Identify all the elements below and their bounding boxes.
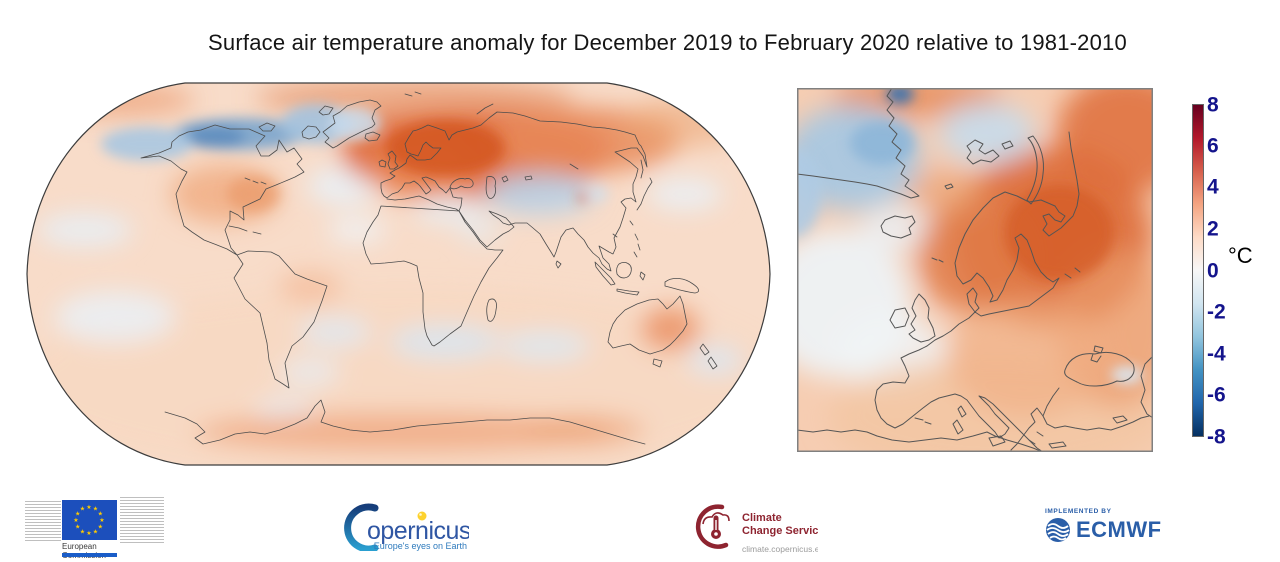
- c3s-cloud-icon: [702, 512, 730, 525]
- ec-wordmark-line1: European: [62, 542, 97, 551]
- ec-hatch-lines-right-icon: [120, 497, 164, 543]
- world-map-border: [26, 82, 771, 466]
- europe-anomaly-field: [797, 88, 1153, 452]
- eu-star-icon: ★: [98, 524, 103, 531]
- colorbar-gradient: [1192, 104, 1204, 437]
- colorbar-tick: -4: [1207, 342, 1226, 366]
- c3s-thermometer-icon: [711, 515, 721, 539]
- c3s-url: climate.copernicus.eu: [742, 544, 818, 554]
- ec-blue-bar: [62, 553, 117, 557]
- colorbar-tick: 8: [1207, 93, 1219, 117]
- colorbar-tick: 0: [1207, 259, 1219, 283]
- colorbar-tick: -8: [1207, 425, 1226, 449]
- ecmwf-logo: IMPLEMENTED BY ECMWF: [1045, 508, 1190, 548]
- world-coastlines: [140, 91, 718, 445]
- eu-star-icon: ★: [86, 504, 91, 511]
- ec-hatch-lines-left-icon: [25, 501, 61, 543]
- copernicus-logo: opernicus Europe's eyes on Earth: [337, 503, 471, 553]
- page-title: Surface air temperature anomaly for Dece…: [208, 30, 1127, 55]
- european-commission-logo: ★ ★ ★ ★ ★ ★ ★ ★ ★ ★ ★ ★ Eu: [25, 497, 170, 560]
- ecmwf-implemented-by-label: IMPLEMENTED BY: [1045, 508, 1112, 515]
- world-anomaly-field: [27, 83, 770, 465]
- eu-star-icon: ★: [98, 511, 103, 518]
- eu-star-icon: ★: [80, 506, 85, 513]
- copernicus-swoosh-icon: [344, 503, 379, 553]
- eu-star-icon: ★: [93, 506, 98, 513]
- eu-star-icon: ★: [99, 517, 104, 524]
- colorbar-unit-label: °C: [1228, 243, 1253, 268]
- eu-star-icon: ★: [75, 524, 80, 531]
- eu-star-icon: ★: [80, 528, 85, 535]
- colorbar-tick: -6: [1207, 383, 1226, 407]
- copernicus-tagline: Europe's eyes on Earth: [374, 541, 467, 551]
- climate-change-service-logo: Climate Change Service climate.copernicu…: [690, 500, 825, 558]
- eu-star-icon: ★: [93, 528, 98, 535]
- europe-map-border: [797, 88, 1153, 452]
- colorbar-tick: 2: [1207, 217, 1219, 241]
- ecmwf-globe-icon: [1046, 518, 1070, 542]
- europe-coastlines: [797, 88, 1153, 452]
- ecmwf-wordmark: ECMWF: [1076, 517, 1162, 542]
- ec-wordmark: European Commission: [62, 542, 106, 560]
- c3s-name-line2: Change Service: [742, 525, 818, 537]
- europe-anomaly-map: [797, 88, 1153, 452]
- eu-star-icon: ★: [73, 517, 78, 524]
- eu-flag-icon: ★ ★ ★ ★ ★ ★ ★ ★ ★ ★ ★ ★: [62, 500, 117, 540]
- footer-logos: ★ ★ ★ ★ ★ ★ ★ ★ ★ ★ ★ ★ Eu: [0, 495, 1280, 562]
- eu-star-icon: ★: [75, 511, 80, 518]
- eu-star-icon: ★: [86, 530, 91, 537]
- c3s-name-line1: Climate: [742, 512, 782, 524]
- copernicus-wordmark: opernicus: [367, 517, 469, 545]
- colorbar-tick-labels: 8 6 4 2 0 -2 -4 -6 -8: [1207, 95, 1251, 448]
- colorbar-tick: 4: [1207, 175, 1219, 199]
- world-anomaly-map: [26, 82, 771, 466]
- colorbar-tick: -2: [1207, 300, 1226, 324]
- copernicus-sun-highlight: [419, 513, 422, 516]
- c3s-crescent-icon: [695, 504, 729, 549]
- colorbar-tick: 6: [1207, 134, 1219, 158]
